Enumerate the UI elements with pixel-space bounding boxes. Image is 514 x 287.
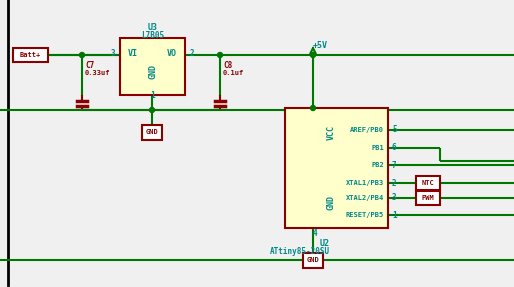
Text: 2: 2 [190,49,195,57]
Bar [303,253,323,268]
Circle shape [310,53,316,57]
Bar [416,176,440,190]
Text: 1: 1 [392,210,397,220]
Bar [416,191,440,205]
Text: 0.1uf: 0.1uf [223,70,244,76]
Text: L7B05: L7B05 [141,30,164,40]
Text: 6: 6 [392,144,397,152]
Text: C8: C8 [223,61,232,69]
Text: PB2: PB2 [371,162,384,168]
Text: 7: 7 [392,160,397,170]
Text: AREF/PB0: AREF/PB0 [350,127,384,133]
Text: 2: 2 [392,179,397,187]
Text: VO: VO [167,49,177,57]
Text: 4: 4 [313,228,318,238]
Text: +5V: +5V [313,40,328,49]
Bar [13,48,48,62]
Text: 0.33uf: 0.33uf [85,70,111,76]
Text: XTAL2/PB4: XTAL2/PB4 [346,195,384,201]
Text: PB1: PB1 [371,145,384,151]
Circle shape [150,108,155,113]
Text: VI: VI [128,49,138,57]
Text: GND: GND [148,64,157,79]
Bar [285,108,388,228]
Circle shape [80,53,84,57]
Text: GND: GND [307,257,319,263]
Text: GND: GND [327,195,336,210]
Circle shape [217,53,223,57]
Text: 1: 1 [150,91,155,100]
Text: Batt+: Batt+ [20,52,41,58]
Text: C7: C7 [85,61,94,69]
Bar [120,38,185,95]
Text: VCC: VCC [327,125,336,141]
Text: 3: 3 [111,49,115,57]
Text: XTAL1/PB3: XTAL1/PB3 [346,180,384,186]
Text: 5: 5 [392,125,397,135]
Text: U3: U3 [148,24,157,32]
Text: RESET/PB5: RESET/PB5 [346,212,384,218]
Text: 3: 3 [392,193,397,203]
Text: GND: GND [145,129,158,135]
Text: ATtiny85-20SU: ATtiny85-20SU [270,247,330,257]
Text: PWM: PWM [421,195,434,201]
Bar [142,125,162,140]
Circle shape [310,106,316,110]
Text: U2: U2 [320,239,330,249]
Text: NTC: NTC [421,180,434,186]
